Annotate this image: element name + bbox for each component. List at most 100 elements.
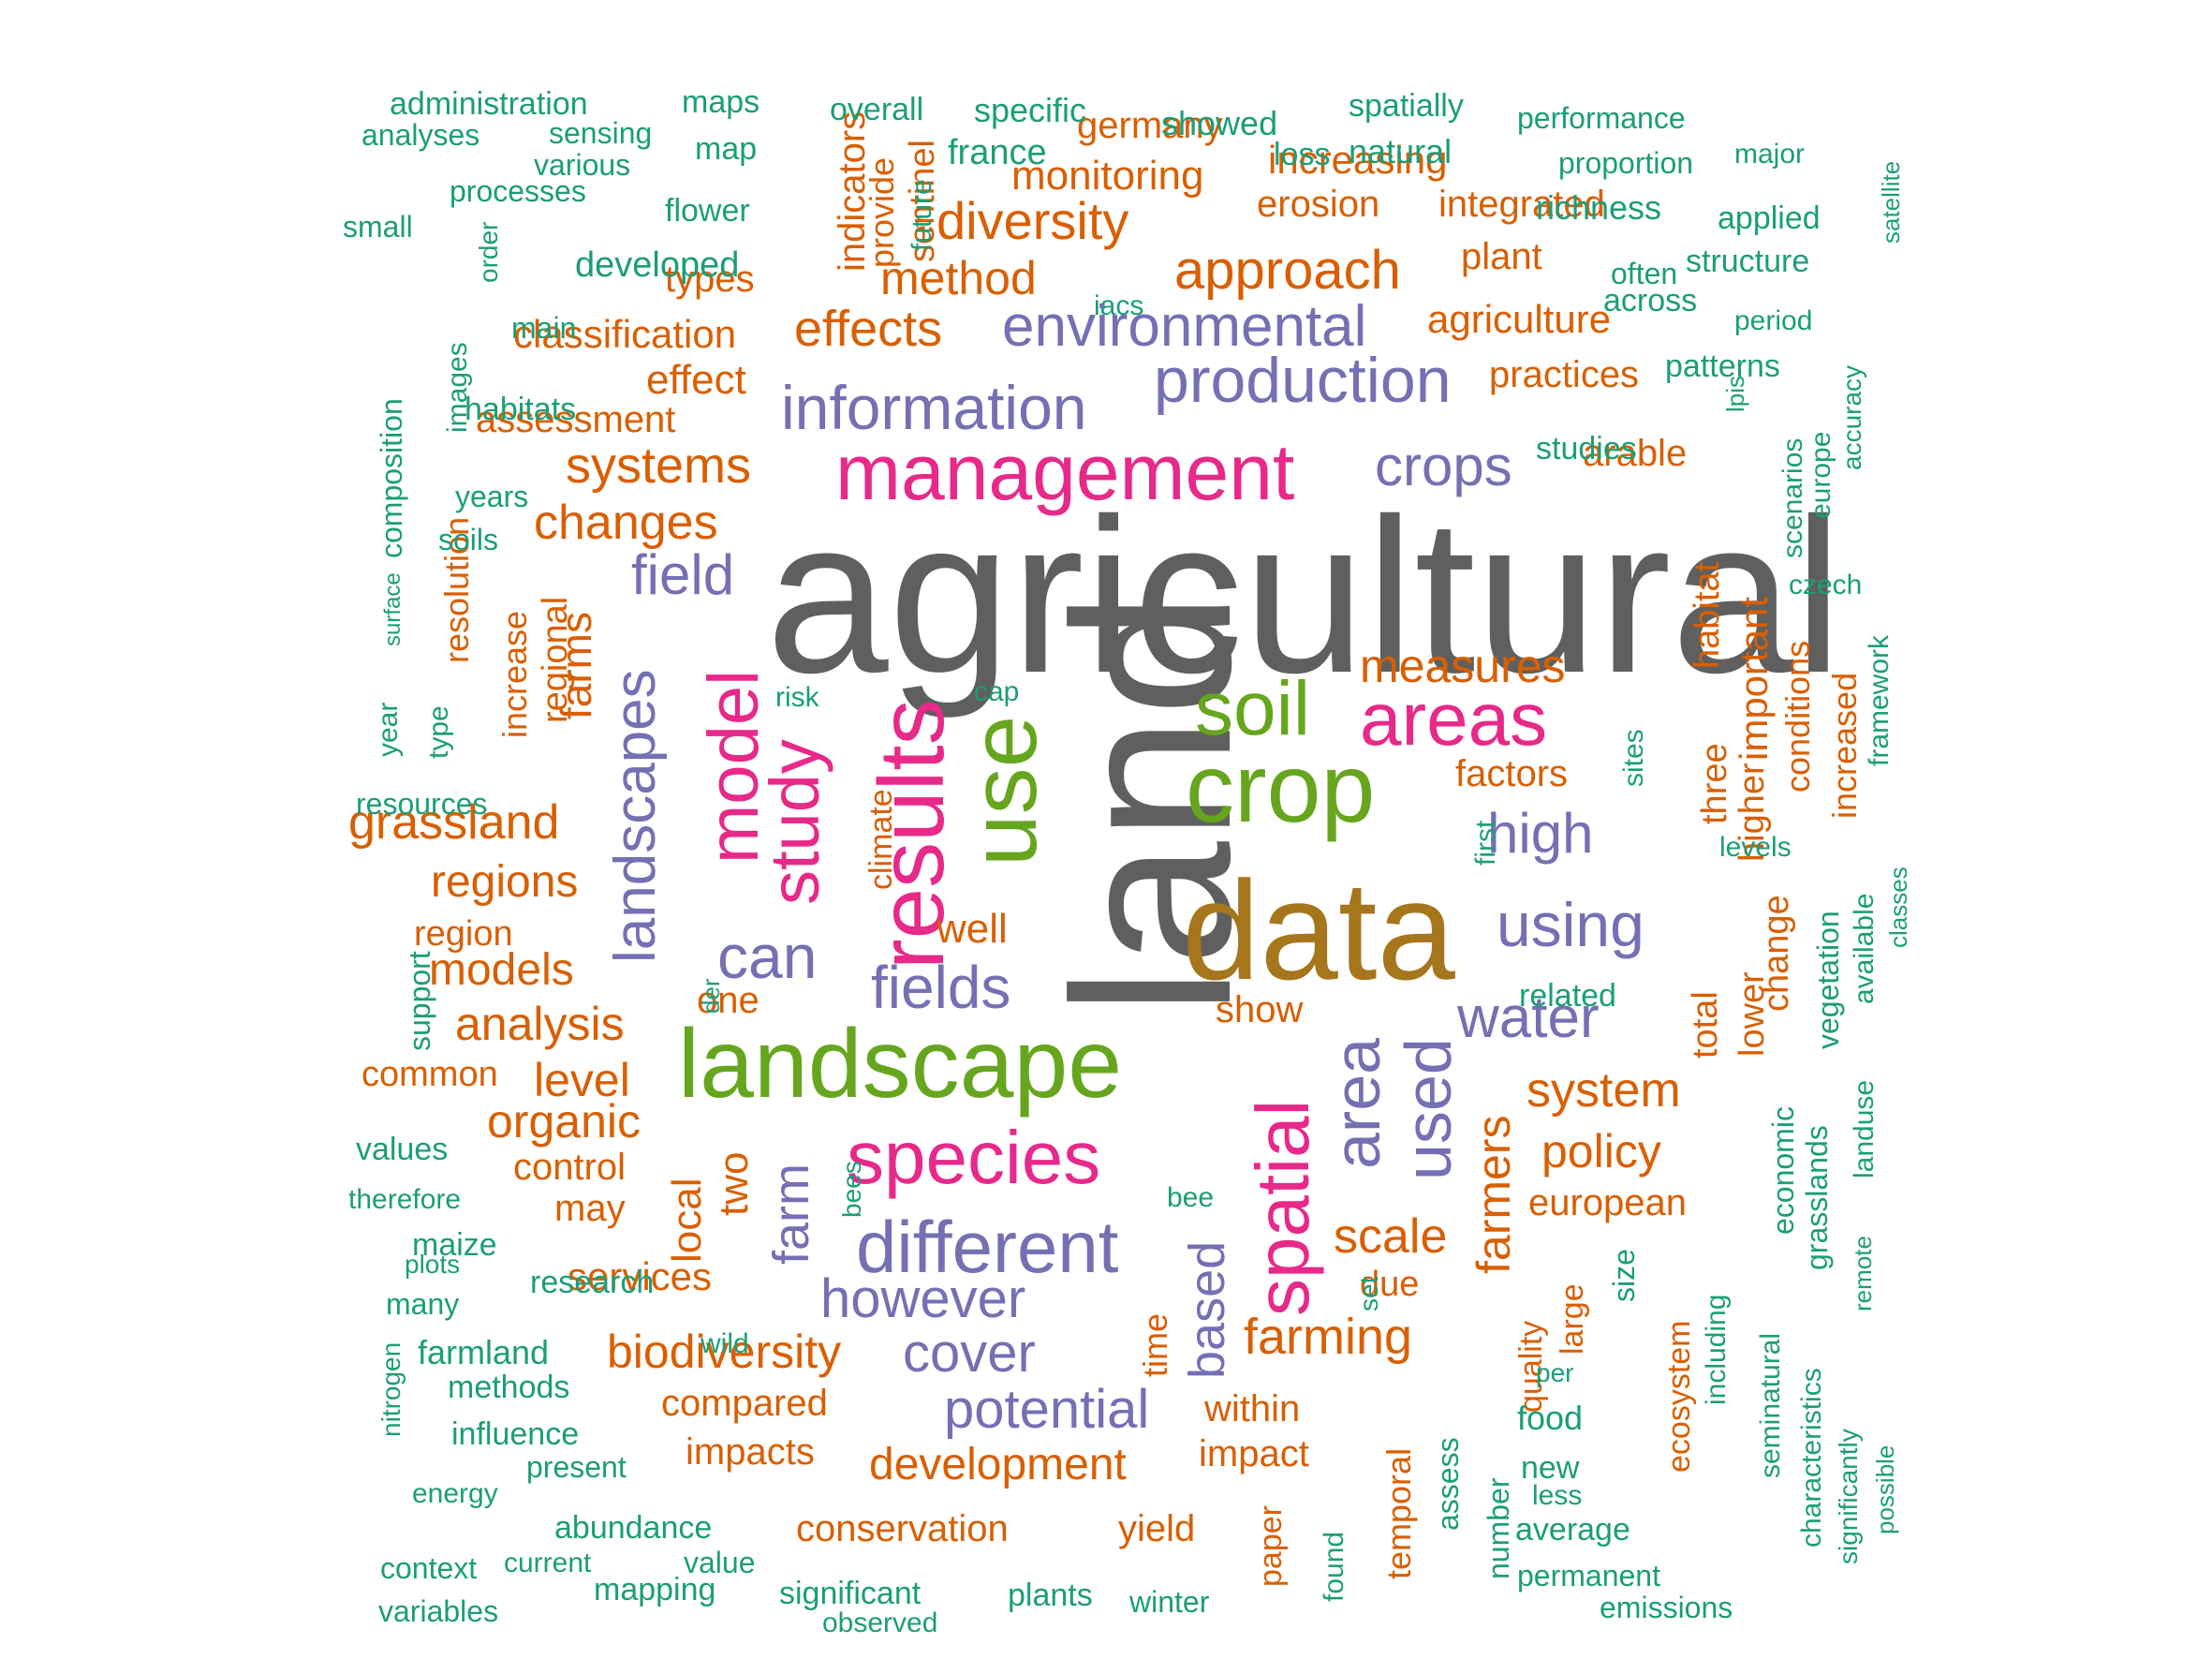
word: plants	[1008, 1578, 1093, 1613]
word: europe	[1806, 431, 1836, 519]
word: time	[1136, 1312, 1174, 1377]
word: values	[356, 1132, 449, 1167]
word: framework	[1864, 634, 1895, 766]
word: local	[664, 1178, 710, 1264]
word: farm	[763, 1163, 819, 1265]
word: years	[455, 480, 529, 513]
word: observed	[822, 1607, 938, 1638]
word: proportion	[1558, 146, 1694, 180]
word: risk	[775, 682, 819, 713]
word: accuracy	[1837, 364, 1866, 470]
word: often	[1611, 257, 1678, 290]
word: france	[948, 133, 1047, 172]
word: composition	[375, 398, 408, 558]
word: important	[1732, 596, 1776, 761]
word: economic	[1766, 1106, 1800, 1235]
word: remote	[1849, 1236, 1877, 1311]
word: species	[847, 1116, 1101, 1199]
word: natural	[1349, 132, 1453, 170]
word: field	[631, 543, 735, 606]
word: increase	[495, 610, 534, 738]
word: based	[1179, 1240, 1235, 1379]
word: effects	[794, 301, 943, 357]
word: soil	[1195, 666, 1311, 751]
word: main	[511, 311, 577, 345]
word: used	[1392, 1038, 1465, 1180]
word: food	[1517, 1399, 1584, 1437]
word: factors	[1455, 753, 1569, 794]
word: biodiversity	[607, 1326, 842, 1378]
word: common	[361, 1055, 498, 1094]
word: type	[423, 705, 454, 759]
word: set	[1354, 1276, 1383, 1311]
word: levels	[1719, 832, 1792, 863]
word: increasing	[1268, 138, 1448, 182]
word: cover	[903, 1323, 1036, 1384]
word: number	[1482, 1477, 1515, 1580]
word: scenarios	[1777, 437, 1808, 558]
word: including	[1701, 1294, 1732, 1405]
word: significant	[779, 1576, 922, 1611]
word: new	[1521, 1450, 1580, 1486]
word: loss	[1274, 137, 1331, 172]
word: using	[1497, 890, 1644, 959]
word: major	[1734, 139, 1806, 170]
word: developed	[575, 245, 740, 285]
word: can	[717, 922, 818, 991]
word: spatial	[1241, 1099, 1324, 1316]
word: less	[1532, 1480, 1583, 1511]
word: plant	[1461, 236, 1542, 277]
word: however	[820, 1268, 1026, 1329]
word: current	[504, 1548, 592, 1578]
word: sensing	[549, 116, 653, 150]
word: structure	[1686, 244, 1810, 279]
word: farmland	[418, 1333, 550, 1371]
word: impacts	[686, 1431, 815, 1473]
word: year	[373, 702, 404, 757]
word: habitats	[465, 392, 577, 427]
word: production	[1154, 345, 1452, 416]
word: richness	[1536, 188, 1662, 227]
word: spatially	[1349, 88, 1464, 124]
word: three	[1695, 743, 1734, 824]
word: two	[711, 1151, 757, 1216]
word: region	[414, 914, 513, 954]
word: czech	[1789, 570, 1863, 600]
word: assessment	[476, 399, 676, 440]
word: many	[386, 1287, 460, 1321]
word: water	[1457, 985, 1600, 1050]
word: measures	[1360, 640, 1566, 692]
word: european	[1528, 1182, 1688, 1223]
word: maps	[682, 84, 760, 120]
word: flower	[665, 193, 750, 229]
word: approach	[1174, 240, 1401, 301]
word: changes	[534, 496, 718, 550]
word: agricultural	[766, 472, 1843, 718]
word: paper	[1253, 1505, 1289, 1587]
word: yield	[1118, 1508, 1196, 1549]
word: conservation	[796, 1508, 1009, 1549]
word: erosion	[1257, 184, 1380, 225]
word: habitat	[1688, 561, 1727, 669]
word: regions	[431, 857, 579, 907]
word: crop	[1186, 734, 1376, 843]
word: influence	[451, 1416, 580, 1452]
word: crops	[1375, 435, 1512, 497]
word: germany	[1077, 105, 1223, 146]
word: context	[380, 1551, 478, 1585]
word: climate	[863, 789, 899, 890]
word: therefore	[348, 1184, 462, 1215]
word: available	[1849, 893, 1880, 1004]
word: potential	[944, 1379, 1150, 1440]
word: model	[694, 670, 774, 864]
word: temporal	[1379, 1447, 1418, 1579]
word: showed	[1161, 104, 1278, 142]
word: plots	[405, 1250, 461, 1279]
word: winter	[1129, 1585, 1210, 1619]
word: policy	[1541, 1125, 1661, 1178]
word: period	[1734, 305, 1813, 336]
word: provide	[863, 156, 901, 268]
word: arable	[1583, 433, 1688, 474]
word: variables	[378, 1594, 499, 1628]
